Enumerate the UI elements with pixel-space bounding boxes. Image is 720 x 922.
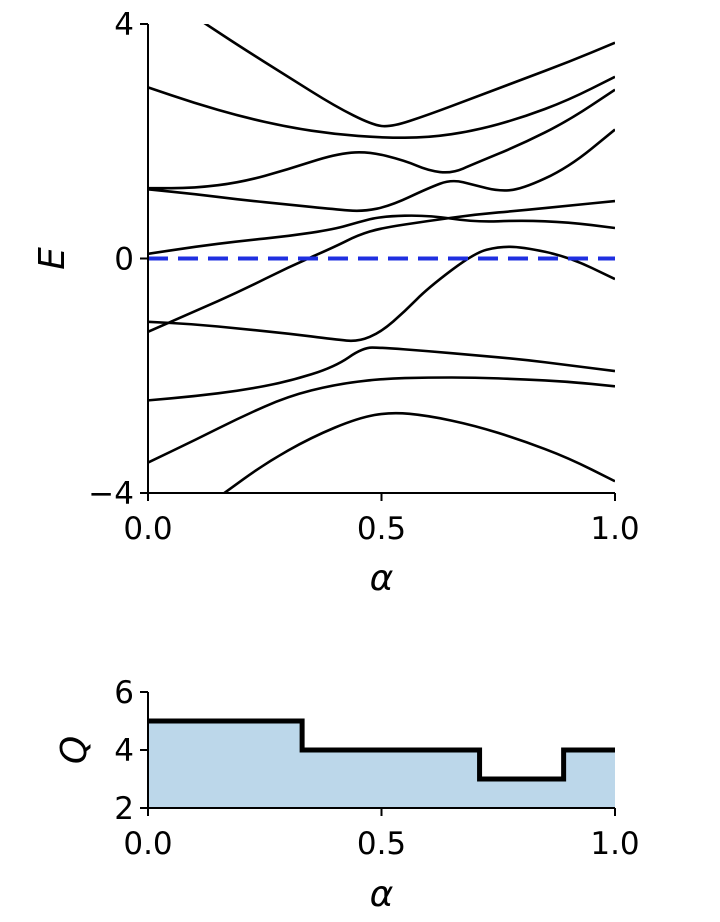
charge-chart: 0.0 0.5 1.0 2 4 6 α Q — [54, 675, 640, 915]
x-tick-label: 1.0 — [590, 511, 639, 547]
y-axis-label: Q — [54, 736, 95, 764]
energy-band-3 — [148, 88, 615, 190]
y-tick-label: 4 — [114, 7, 134, 43]
y-tick-label: 2 — [114, 791, 134, 827]
energy-lines — [148, 24, 615, 493]
energy-band-9 — [148, 376, 615, 464]
x-tick-label: 0.5 — [357, 511, 406, 547]
charge-ticks: 0.0 0.5 1.0 2 4 6 — [114, 675, 639, 862]
energy-band-4 — [148, 128, 615, 213]
x-axis-label: α — [370, 874, 394, 915]
energy-band-10 — [222, 411, 615, 493]
energy-band-1 — [203, 24, 615, 128]
energy-band-2 — [148, 75, 615, 140]
energy-band-5 — [148, 245, 615, 343]
energy-band-8 — [148, 346, 615, 402]
x-axis-label: α — [370, 558, 394, 599]
y-tick-label: 6 — [114, 675, 134, 711]
charge-area — [148, 721, 615, 808]
y-tick-label: 0 — [114, 242, 134, 278]
y-tick-label: −4 — [88, 476, 134, 512]
x-tick-label: 0.0 — [123, 511, 172, 547]
x-tick-label: 0.5 — [357, 826, 406, 862]
charge-step-line — [148, 718, 615, 782]
x-tick-label: 0.0 — [123, 826, 172, 862]
energy-band-6 — [148, 199, 615, 333]
y-tick-label: 4 — [114, 733, 134, 769]
y-axis-label: E — [32, 247, 73, 270]
energy-chart: 0.0 0.5 1.0 −4 0 4 α E — [32, 7, 640, 599]
energy-band-7 — [148, 214, 615, 256]
x-tick-label: 1.0 — [590, 826, 639, 862]
energy-ticks: 0.0 0.5 1.0 −4 0 4 — [88, 7, 639, 547]
